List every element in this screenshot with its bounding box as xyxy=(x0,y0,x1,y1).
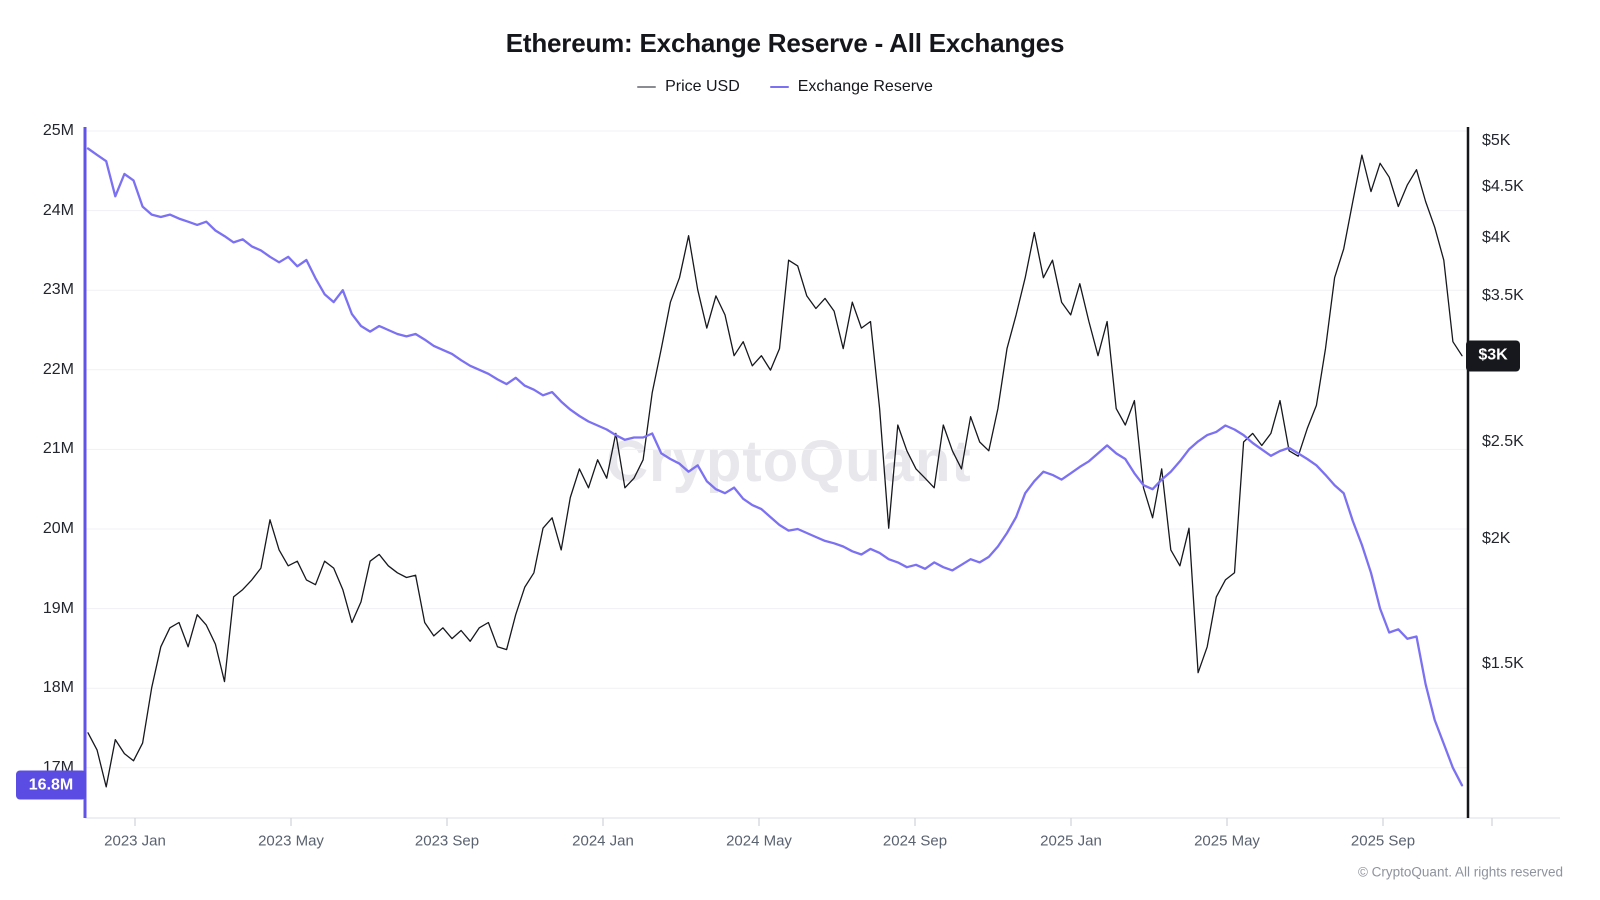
legend-item-price-usd[interactable]: Price USD xyxy=(637,78,740,96)
y-right-tick-label: $2K xyxy=(1482,529,1511,547)
exchange-reserve-line xyxy=(86,147,1464,787)
x-tick-label: 2023 Sep xyxy=(414,832,480,850)
legend-label-price-usd: Price USD xyxy=(665,78,740,95)
y-left-tick-label: 25M xyxy=(42,122,74,139)
price-last-value-badge: $3K xyxy=(1466,340,1520,372)
price-usd-line xyxy=(87,154,1463,788)
chart-legend: Price USD Exchange Reserve xyxy=(0,78,1570,96)
x-tick-label: 2025 May xyxy=(1194,832,1260,850)
y-left-tick-label: 24M xyxy=(42,201,74,219)
y-right-tick-label: $1.5K xyxy=(1482,654,1524,672)
legend-label-exchange-reserve: Exchange Reserve xyxy=(797,78,933,95)
y-right-tick-label: $4K xyxy=(1482,228,1511,246)
y-left-tick-label: 22M xyxy=(42,360,74,378)
x-tick-label: 2024 Jan xyxy=(572,832,634,850)
legend-item-exchange-reserve[interactable]: Exchange Reserve xyxy=(769,78,933,96)
x-tick-label: 2024 May xyxy=(726,832,792,850)
y-left-tick-label: 19M xyxy=(42,599,74,617)
y-left-tick-label: 20M xyxy=(42,520,74,537)
x-tick-label: 2024 Sep xyxy=(882,832,948,850)
reserve-line-swatch-icon xyxy=(769,85,789,89)
x-tick-label: 2023 May xyxy=(258,832,324,850)
cryptoquant-watermark: CryptoQuant xyxy=(606,429,972,494)
x-tick-label: 2025 Sep xyxy=(1350,832,1416,850)
y-right-tick-label: $5K xyxy=(1482,132,1511,149)
chart-title: Ethereum: Exchange Reserve - All Exchang… xyxy=(505,28,1065,58)
y-right-tick-label: $2.5K xyxy=(1482,433,1524,451)
y-right-tick-label: $4.5K xyxy=(1482,177,1524,195)
x-tick-label: 2023 Jan xyxy=(104,832,166,850)
price-line-swatch-icon xyxy=(637,85,657,89)
y-left-tick-label: 23M xyxy=(42,281,74,299)
y-left-tick-label: 18M xyxy=(42,679,74,697)
y-right-tick-label: $3.5K xyxy=(1482,286,1524,304)
x-tick-label: 2025 Jan xyxy=(1040,832,1102,850)
reserve-last-value-badge: 16.8M xyxy=(16,770,86,800)
copyright-footer: © CryptoQuant. All rights reserved xyxy=(1357,864,1563,880)
y-left-tick-label: 21M xyxy=(42,440,74,458)
